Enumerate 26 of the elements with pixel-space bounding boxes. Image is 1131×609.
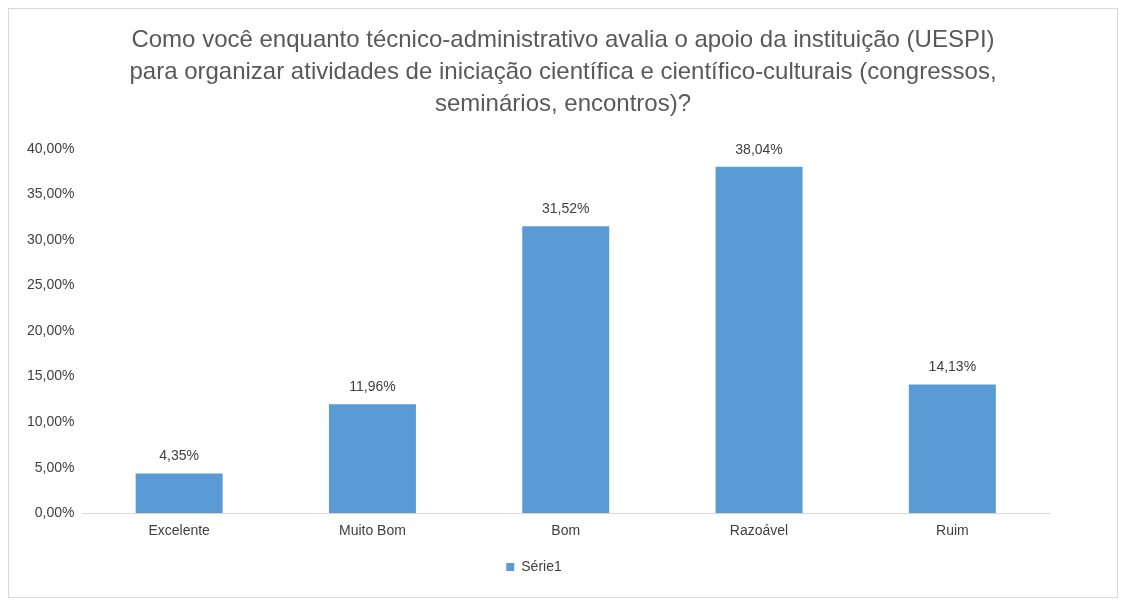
data-label: 38,04% [735, 140, 783, 157]
y-tick-label: 15,00% [27, 367, 75, 384]
chart-title: Como você enquanto técnico-administrativo avalia o apoio da instituição (UESPI) para organizar atividades de iniciação científica e científico-culturais (congressos, seminários, encontros)? [128, 24, 998, 118]
bar [522, 226, 610, 514]
y-tick-label: 20,00% [27, 321, 75, 338]
y-tick-label: 30,00% [27, 230, 75, 247]
bar [328, 404, 416, 514]
y-tick-label: 25,00% [27, 276, 75, 293]
data-label: 14,13% [928, 358, 977, 375]
x-tick-label: Bom [551, 522, 581, 539]
y-tick-label: 35,00% [27, 185, 75, 202]
data-label: 31,52% [542, 200, 590, 217]
bar [135, 473, 223, 514]
x-tick-label: Muito Bom [338, 522, 406, 539]
y-tick-label: 10,00% [27, 413, 75, 430]
data-label: 11,96% [349, 378, 396, 395]
data-label: 4,35% [159, 447, 199, 464]
x-tick-label: Ruim [936, 522, 969, 539]
y-tick-label: 5,00% [34, 458, 75, 475]
x-tick-label: Razoável [729, 522, 789, 539]
bar [908, 384, 996, 514]
y-tick-label: 40,00% [27, 139, 75, 156]
y-tick-label: 0,00% [34, 504, 75, 521]
x-tick-label: Excelente [148, 522, 211, 539]
bar [715, 166, 803, 514]
legend-label: Série1 [521, 557, 562, 574]
